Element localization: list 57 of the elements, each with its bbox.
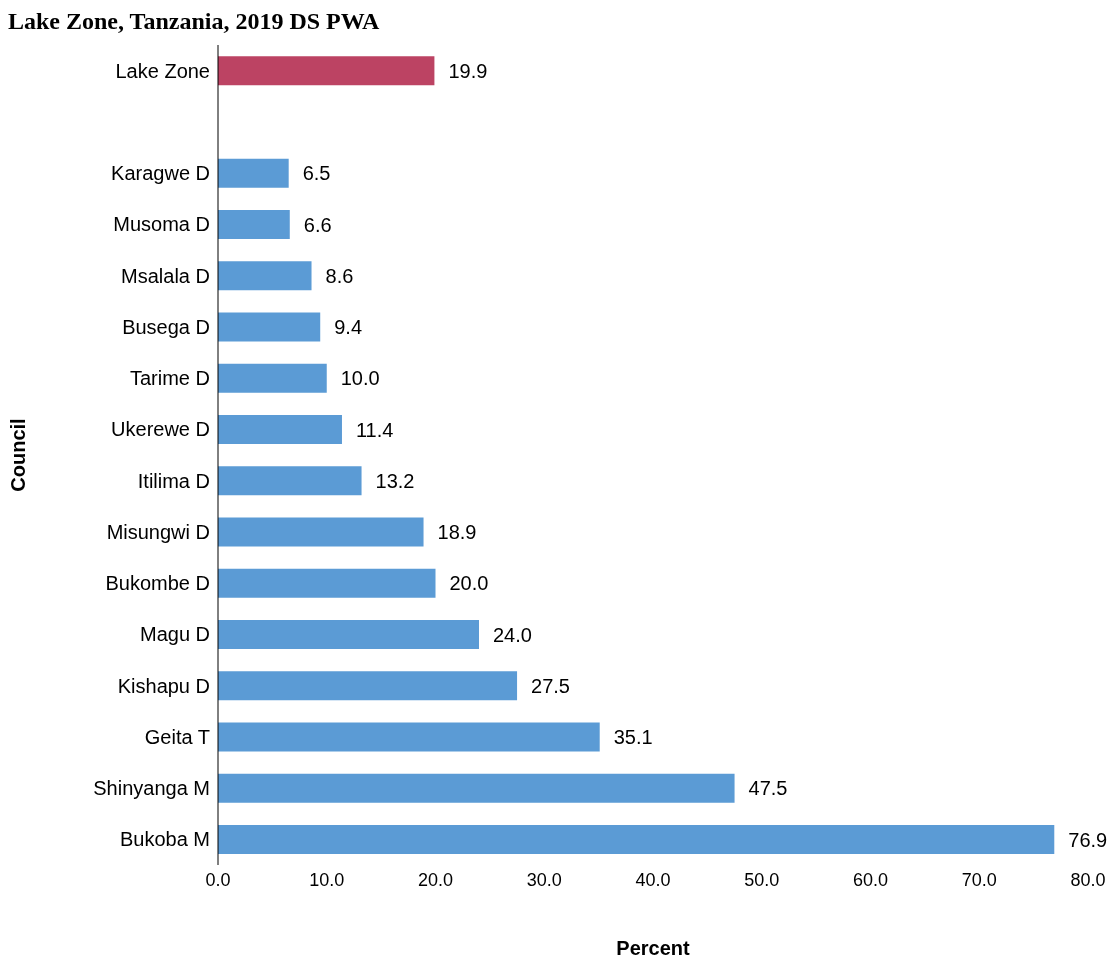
- bar: [218, 825, 1055, 855]
- bar: [218, 363, 327, 393]
- y-tick-label: Karagwe D: [111, 162, 210, 185]
- x-tick-label: 30.0: [526, 869, 562, 890]
- data-label: 11.4: [355, 418, 394, 441]
- x-axis-title: Percent: [616, 937, 691, 959]
- y-tick-label: Shinyanga M: [93, 777, 210, 800]
- y-tick-label: Misungwi D: [106, 520, 210, 543]
- x-tick-label: 70.0: [961, 869, 997, 890]
- data-label: 19.9: [448, 59, 488, 82]
- y-tick-label: Magu D: [139, 623, 210, 646]
- data-label: 20.0: [449, 572, 489, 595]
- x-tick-label: 60.0: [852, 869, 889, 890]
- data-label: 6.5: [302, 162, 331, 185]
- data-label: 10.0: [340, 367, 380, 390]
- data-label: 76.9: [1068, 828, 1108, 851]
- data-label: 24.0: [493, 623, 532, 646]
- bar: [218, 620, 479, 650]
- data-label: 18.9: [437, 521, 477, 544]
- data-label: 9.4: [334, 316, 363, 339]
- data-label: 6.6: [303, 213, 332, 236]
- y-tick-label: Tarime D: [129, 367, 210, 390]
- bar: [218, 261, 312, 291]
- data-label: 8.6: [325, 264, 354, 287]
- bar: [218, 671, 518, 701]
- chart-title: Lake Zone, Tanzania, 2019 DS PWA: [8, 8, 381, 35]
- bar: [218, 210, 290, 240]
- bar: [218, 415, 342, 445]
- y-tick-label: Ukerewe D: [111, 418, 210, 441]
- y-tick-label: Lake Zone: [115, 59, 210, 82]
- y-tick-label: Itilima D: [137, 469, 210, 492]
- bar: [218, 56, 435, 86]
- bar: [218, 722, 600, 752]
- bar: [218, 466, 362, 496]
- x-tick-label: 40.0: [635, 869, 671, 890]
- bar: [218, 568, 436, 598]
- x-tick-label: 50.0: [744, 869, 780, 890]
- x-tick-label: 10.0: [309, 869, 345, 890]
- y-tick-label: Musoma D: [113, 213, 210, 236]
- data-label: 47.5: [748, 777, 788, 800]
- bar: [218, 158, 289, 188]
- y-tick-label: Kishapu D: [117, 674, 210, 697]
- bar: [218, 312, 321, 342]
- data-label: 27.5: [531, 674, 570, 697]
- data-label: 35.1: [613, 726, 653, 749]
- x-tick-label: 80.0: [1070, 869, 1106, 890]
- x-tick-label: 0.0: [205, 869, 231, 890]
- y-axis-title: Council: [7, 418, 30, 492]
- y-tick-label: Bukoba M: [119, 828, 210, 851]
- y-tick-label: Geita T: [144, 725, 210, 748]
- y-tick-label: Bukombe D: [105, 572, 210, 595]
- x-tick-label: 20.0: [417, 869, 454, 890]
- data-label: 13.2: [375, 469, 415, 492]
- y-tick-label: Msalala D: [121, 264, 210, 287]
- y-tick-label: Busega D: [122, 315, 210, 338]
- bar: [218, 517, 424, 547]
- bar: [218, 773, 735, 803]
